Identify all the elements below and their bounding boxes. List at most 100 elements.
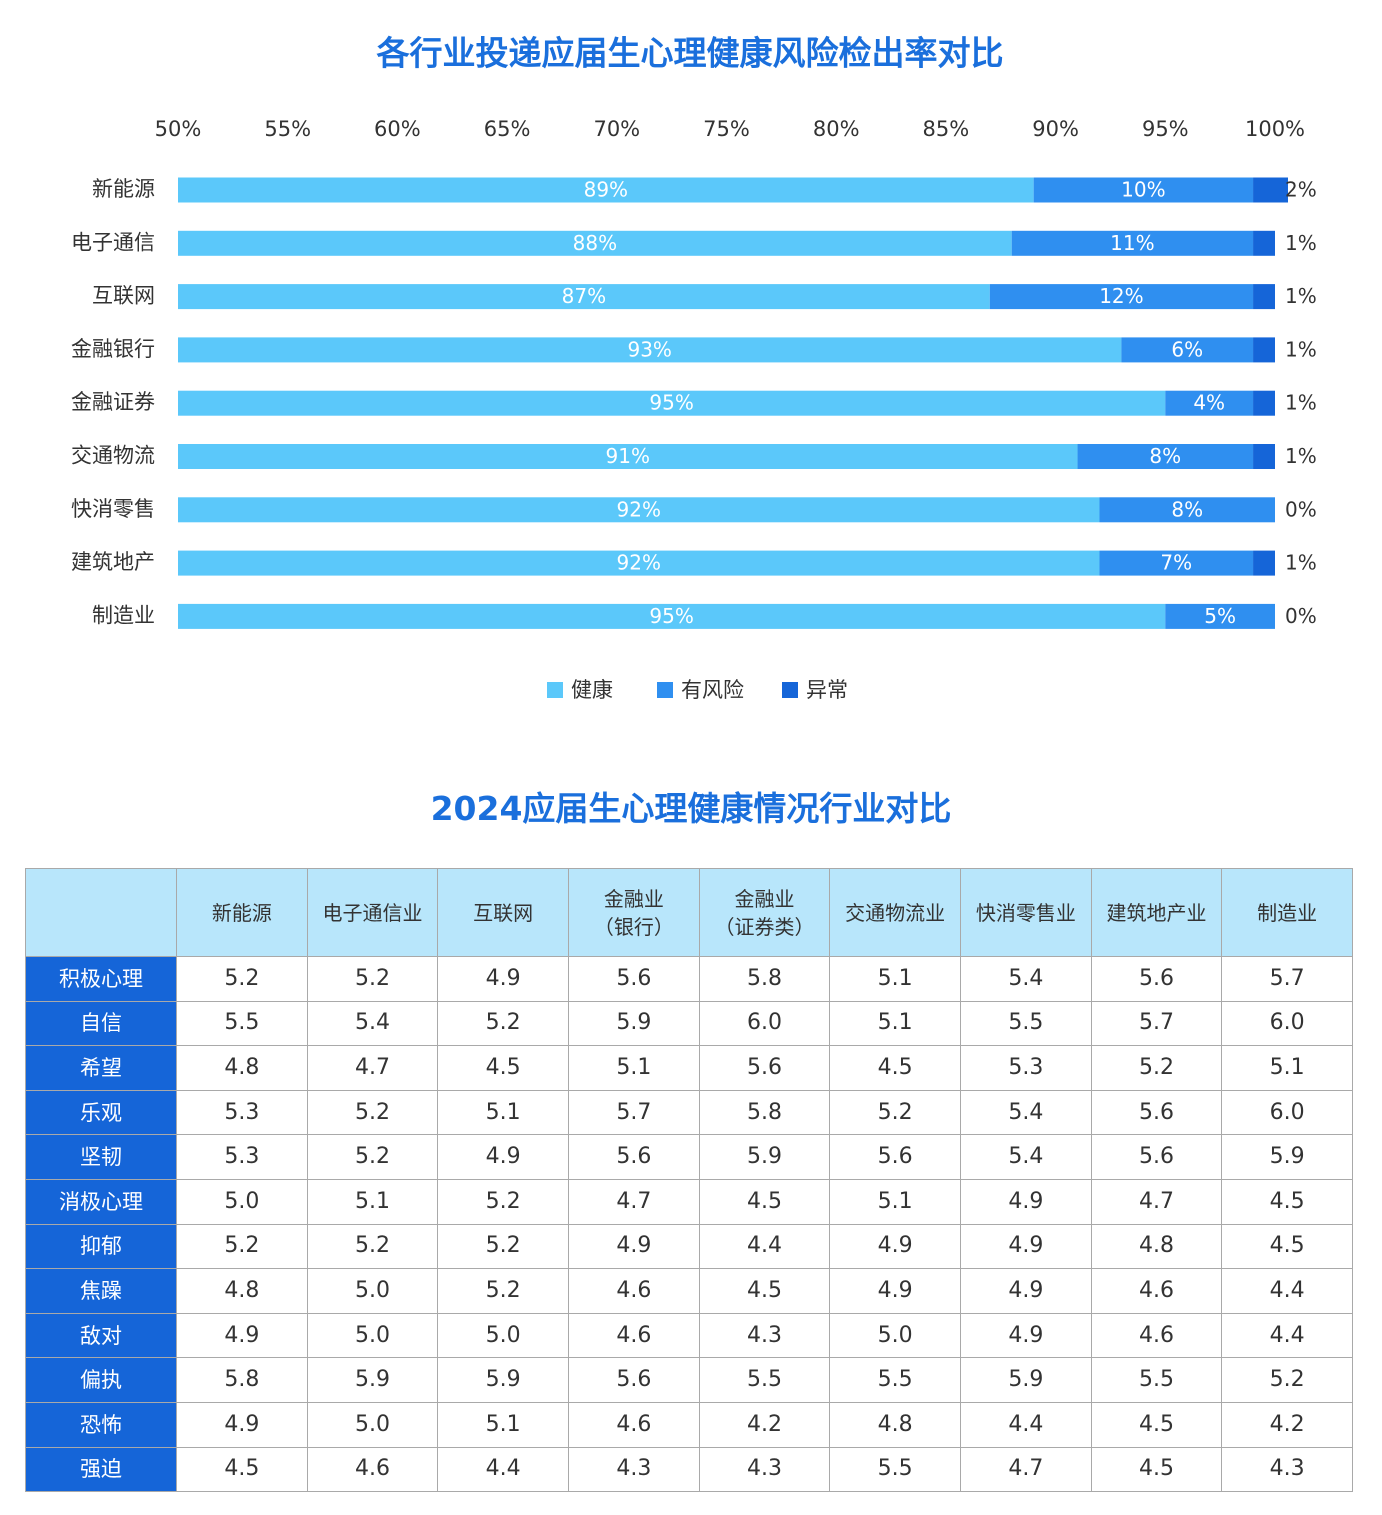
legend-swatch: [547, 682, 563, 698]
table-cell: 4.8: [829, 1402, 961, 1448]
data-label: 2%: [1285, 178, 1317, 202]
data-label: 92%: [617, 497, 661, 521]
legend-swatch: [782, 682, 798, 698]
table-cell: 5.1: [829, 1000, 961, 1047]
table-cell: 4.9: [960, 1312, 1092, 1359]
bar-segment: [1253, 550, 1275, 576]
table-cell: 6.0: [1221, 1000, 1353, 1047]
x-tick-label: 80%: [813, 117, 860, 141]
data-label: 1%: [1285, 231, 1317, 255]
table-cell: 5.0: [829, 1312, 961, 1359]
bar-segment: [178, 550, 1100, 576]
table-cell: 5.9: [960, 1357, 1092, 1403]
table-cell: 4.8: [1090, 1223, 1223, 1270]
data-label: 1%: [1285, 551, 1317, 575]
column-header: 金融业 （证券类）: [698, 868, 831, 957]
table-cell: 4.6: [1090, 1312, 1223, 1359]
table-cell: 4.5: [1221, 1223, 1353, 1270]
table-cell: 4.7: [1090, 1179, 1223, 1225]
data-label: 1%: [1285, 391, 1317, 415]
data-label: 7%: [1160, 551, 1192, 575]
table-cell: 5.4: [306, 1000, 439, 1047]
data-label: 4%: [1193, 391, 1225, 415]
table-cell: 4.9: [437, 1134, 569, 1180]
table-cell: 4.9: [960, 1223, 1092, 1270]
table-cell: 5.4: [960, 956, 1092, 1002]
x-tick-label: 55%: [264, 117, 311, 141]
table-cell: 4.4: [1221, 1312, 1353, 1359]
y-tick-label: 互联网: [92, 284, 155, 308]
legend-swatch: [657, 682, 673, 698]
table-cell: 5.9: [1221, 1134, 1353, 1180]
table-cell: 5.8: [698, 1089, 831, 1136]
table-cell: 4.5: [176, 1446, 308, 1493]
table-cell: 5.1: [829, 1179, 961, 1225]
data-label: 6%: [1171, 337, 1203, 361]
table-cell: 4.3: [568, 1446, 700, 1493]
x-tick-label: 90%: [1032, 117, 1079, 141]
y-tick-label: 金融银行: [71, 337, 155, 361]
table-cell: 4.5: [437, 1045, 569, 1091]
table-cell: 5.7: [568, 1089, 700, 1136]
table-cell: 4.9: [176, 1402, 308, 1448]
row-label: 自信: [25, 1000, 177, 1047]
data-label: 93%: [627, 337, 671, 361]
data-label: 12%: [1099, 284, 1143, 308]
bar-segment: [1165, 603, 1275, 629]
table-cell: 4.7: [306, 1045, 439, 1091]
table-cell: 4.4: [1221, 1268, 1353, 1314]
x-tick-label: 95%: [1142, 117, 1189, 141]
table-cell: 4.9: [960, 1179, 1092, 1225]
bar-segment: [178, 337, 1122, 363]
bar-segment: [1253, 230, 1275, 256]
table-cell: 5.1: [437, 1089, 569, 1136]
y-tick-label: 金融证券: [71, 390, 155, 414]
row-label: 强迫: [25, 1446, 177, 1493]
y-tick-label: 快消零售: [71, 497, 155, 521]
data-label: 1%: [1285, 284, 1317, 308]
table-cell: 4.3: [698, 1446, 831, 1493]
table-cell: 4.5: [1221, 1179, 1353, 1225]
table-cell: 5.9: [568, 1000, 700, 1047]
y-tick-label: 制造业: [92, 603, 155, 627]
table-cell: 5.8: [698, 956, 831, 1002]
table-cell: 5.6: [568, 956, 700, 1002]
table-cell: 4.4: [960, 1402, 1092, 1448]
row-label: 抑郁: [25, 1223, 177, 1270]
bar-segment: [1253, 177, 1288, 203]
x-tick-label: 85%: [923, 117, 970, 141]
table-cell: 5.0: [306, 1402, 439, 1448]
table-cell: 5.6: [698, 1045, 831, 1091]
table-cell: 4.6: [306, 1446, 439, 1493]
table-cell: 5.2: [306, 1134, 439, 1180]
column-header: 电子通信业: [306, 868, 439, 957]
bar-segment: [178, 603, 1166, 629]
data-label: 92%: [617, 551, 661, 575]
table-cell: 5.6: [1090, 1134, 1223, 1180]
table-cell: 4.9: [829, 1268, 961, 1314]
table-cell: 5.2: [437, 1268, 569, 1314]
table-cell: 4.9: [176, 1312, 308, 1359]
bar-segment: [178, 390, 1166, 416]
data-label: 89%: [584, 178, 628, 202]
table-cell: 5.9: [437, 1357, 569, 1403]
x-tick-label: 75%: [703, 117, 750, 141]
table-cell: 5.2: [437, 1179, 569, 1225]
table-cell: 5.5: [829, 1357, 961, 1403]
bar-segment: [1253, 284, 1275, 310]
y-tick-label: 电子通信: [71, 230, 155, 254]
table-cell: 4.9: [568, 1223, 700, 1270]
table-cell: 4.8: [176, 1045, 308, 1091]
bars: [178, 177, 1288, 629]
table-cell: 5.2: [176, 1223, 308, 1270]
bar-segment: [1077, 444, 1254, 469]
x-tick-label: 65%: [484, 117, 531, 141]
table-cell: 5.3: [176, 1134, 308, 1180]
table-cell: 4.5: [698, 1268, 831, 1314]
data-label: 87%: [562, 284, 606, 308]
table-cell: 5.5: [176, 1000, 308, 1047]
table-cell: 5.6: [1090, 1089, 1223, 1136]
table-cell: 5.2: [1221, 1357, 1353, 1403]
data-label: 11%: [1110, 231, 1154, 255]
